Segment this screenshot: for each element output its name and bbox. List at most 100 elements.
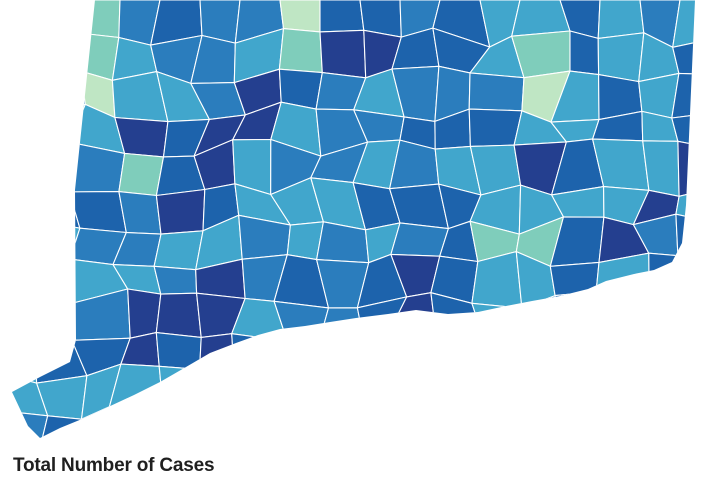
town-region[interactable] — [479, 410, 522, 448]
town-region[interactable] — [38, 31, 82, 72]
town-region[interactable] — [118, 152, 165, 197]
town-region[interactable] — [319, 29, 367, 79]
town-region[interactable] — [153, 230, 204, 271]
town-region[interactable] — [0, 410, 49, 448]
town-region[interactable] — [631, 406, 681, 448]
town-region[interactable] — [34, 288, 73, 341]
town-region[interactable] — [231, 333, 288, 375]
town-region[interactable] — [549, 261, 600, 297]
town-region[interactable] — [118, 191, 162, 235]
town-region[interactable] — [0, 106, 50, 150]
town-region[interactable] — [320, 333, 363, 378]
town-region[interactable] — [39, 0, 81, 40]
town-region[interactable] — [359, 328, 392, 374]
town-region[interactable] — [388, 328, 440, 374]
town-region[interactable] — [468, 108, 523, 147]
town-region[interactable] — [518, 295, 560, 345]
town-region[interactable] — [429, 405, 481, 448]
town-region[interactable] — [671, 111, 720, 150]
town-region[interactable] — [319, 404, 361, 448]
town-region[interactable] — [597, 32, 645, 83]
town-region[interactable] — [669, 332, 720, 385]
town-region[interactable] — [280, 336, 323, 378]
town-region[interactable] — [319, 0, 365, 33]
town-region[interactable] — [390, 222, 449, 257]
town-region[interactable] — [607, 330, 636, 382]
town-region[interactable] — [159, 401, 204, 448]
town-region[interactable] — [279, 402, 325, 448]
town-region[interactable] — [436, 344, 487, 366]
town-region[interactable] — [388, 362, 440, 408]
town-region[interactable] — [39, 415, 83, 448]
town-region[interactable] — [519, 407, 561, 448]
town-region[interactable] — [677, 255, 720, 304]
town-region[interactable] — [0, 68, 40, 113]
town-region[interactable] — [672, 0, 720, 48]
town-region[interactable] — [38, 141, 71, 193]
town-region[interactable] — [155, 188, 206, 235]
town-region[interactable] — [199, 407, 241, 448]
town-region[interactable] — [669, 298, 720, 337]
town-region[interactable] — [671, 72, 720, 119]
town-region[interactable] — [34, 68, 86, 108]
town-region[interactable] — [320, 307, 363, 338]
town-region[interactable] — [482, 342, 520, 370]
town-region[interactable] — [0, 335, 38, 384]
town-region[interactable] — [672, 36, 720, 76]
town-region[interactable] — [233, 366, 283, 421]
town-region[interactable] — [642, 140, 680, 197]
town-region[interactable] — [0, 221, 51, 263]
town-region[interactable] — [675, 213, 720, 262]
town-region[interactable] — [280, 366, 325, 416]
town-region[interactable] — [199, 333, 235, 375]
town-region[interactable] — [468, 72, 525, 112]
town-region[interactable] — [199, 368, 237, 421]
town-region[interactable] — [590, 402, 641, 448]
town-region[interactable] — [70, 31, 120, 81]
town-region[interactable] — [554, 291, 610, 334]
town-region[interactable] — [38, 184, 81, 229]
town-region[interactable] — [0, 288, 39, 339]
town-region[interactable] — [34, 103, 86, 146]
town-region[interactable] — [550, 376, 611, 409]
town-region[interactable] — [429, 362, 484, 412]
town-region[interactable] — [279, 0, 321, 33]
town-region[interactable] — [648, 252, 687, 304]
town-region[interactable] — [597, 0, 645, 39]
town-region[interactable] — [155, 332, 202, 370]
town-region[interactable] — [510, 326, 560, 378]
town-region[interactable] — [0, 0, 41, 40]
town-region[interactable] — [273, 300, 330, 342]
town-region[interactable] — [632, 330, 689, 385]
town-region[interactable] — [0, 36, 41, 76]
town-region[interactable] — [677, 140, 720, 197]
town-region[interactable] — [158, 365, 204, 409]
town-region[interactable] — [108, 401, 164, 448]
town-region[interactable] — [348, 364, 393, 408]
town-region[interactable] — [670, 372, 720, 412]
town-region[interactable] — [670, 406, 720, 448]
town-region[interactable] — [278, 28, 323, 74]
town-region[interactable] — [47, 221, 81, 263]
town-region[interactable] — [127, 288, 162, 339]
town-region[interactable] — [155, 292, 202, 338]
town-region[interactable] — [471, 302, 523, 346]
town-region[interactable] — [391, 405, 441, 448]
town-region[interactable] — [510, 368, 560, 421]
town-region[interactable] — [595, 291, 650, 334]
town-region[interactable] — [37, 258, 73, 304]
town-region[interactable] — [0, 260, 51, 300]
town-region[interactable] — [70, 0, 121, 39]
town-region[interactable] — [631, 362, 689, 408]
town-region[interactable] — [590, 362, 634, 408]
town-region[interactable] — [235, 402, 283, 448]
town-region[interactable] — [0, 184, 50, 225]
town-region[interactable] — [633, 300, 687, 334]
town-region[interactable] — [321, 364, 361, 416]
town-region[interactable] — [153, 265, 198, 295]
town-region[interactable] — [550, 402, 601, 448]
town-region[interactable] — [348, 404, 401, 448]
town-region[interactable] — [479, 364, 522, 421]
town-region[interactable] — [0, 143, 50, 188]
town-region[interactable] — [557, 326, 611, 382]
